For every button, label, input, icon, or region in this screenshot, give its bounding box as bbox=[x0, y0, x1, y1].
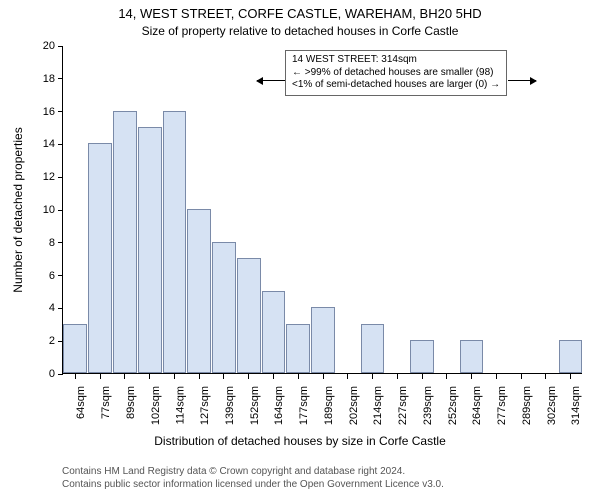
histogram-bar bbox=[460, 340, 484, 373]
annotation-line-1: 14 WEST STREET: 314sqm bbox=[292, 54, 500, 67]
xtick-label: 164sqm bbox=[273, 386, 285, 425]
xtick-label: 202sqm bbox=[348, 386, 360, 425]
ytick-label: 6 bbox=[49, 270, 63, 282]
xtick-label: 314sqm bbox=[571, 386, 583, 425]
histogram-bar bbox=[262, 291, 286, 373]
histogram-bar bbox=[63, 324, 87, 373]
xtick-mark bbox=[323, 374, 324, 379]
histogram-bar bbox=[410, 340, 434, 373]
xtick-mark bbox=[75, 374, 76, 379]
xtick-mark bbox=[422, 374, 423, 379]
xtick-label: 77sqm bbox=[100, 386, 112, 419]
xtick-label: 264sqm bbox=[472, 386, 484, 425]
xtick-label: 302sqm bbox=[546, 386, 558, 425]
xtick-label: 152sqm bbox=[249, 386, 261, 425]
xtick-label: 214sqm bbox=[373, 386, 385, 425]
xtick-mark bbox=[248, 374, 249, 379]
xtick-mark bbox=[545, 374, 546, 379]
xtick-mark bbox=[124, 374, 125, 379]
xtick-label: 277sqm bbox=[496, 386, 508, 425]
chart-container: 14, WEST STREET, CORFE CASTLE, WAREHAM, … bbox=[0, 0, 600, 500]
xtick-mark bbox=[446, 374, 447, 379]
histogram-bar bbox=[311, 307, 335, 373]
xtick-label: 189sqm bbox=[323, 386, 335, 425]
xtick-label: 114sqm bbox=[174, 386, 186, 424]
x-axis-label: Distribution of detached houses by size … bbox=[0, 434, 600, 448]
histogram-bar bbox=[212, 242, 236, 373]
xtick-mark bbox=[174, 374, 175, 379]
histogram-bar bbox=[88, 143, 112, 373]
ytick-label: 4 bbox=[49, 302, 63, 314]
xtick-mark bbox=[149, 374, 150, 379]
footer-line-1: Contains HM Land Registry data © Crown c… bbox=[62, 466, 444, 479]
xtick-label: 89sqm bbox=[125, 386, 137, 419]
histogram-bar bbox=[559, 340, 583, 373]
ytick-label: 0 bbox=[49, 368, 63, 380]
xtick-label: 227sqm bbox=[397, 386, 409, 425]
xtick-label: 177sqm bbox=[298, 386, 310, 425]
ytick-label: 10 bbox=[43, 204, 63, 216]
xtick-mark bbox=[298, 374, 299, 379]
annotation-arrow-right bbox=[508, 80, 536, 81]
xtick-mark bbox=[496, 374, 497, 379]
plot-area: 14 WEST STREET: 314sqm ← >99% of detache… bbox=[62, 46, 582, 374]
xtick-label: 64sqm bbox=[75, 386, 87, 419]
histogram-bar bbox=[163, 111, 187, 373]
ytick-label: 14 bbox=[43, 138, 63, 150]
histogram-bar bbox=[361, 324, 385, 373]
histogram-bar bbox=[237, 258, 261, 373]
histogram-bar bbox=[286, 324, 310, 373]
histogram-bar bbox=[138, 127, 162, 373]
xtick-label: 239sqm bbox=[422, 386, 434, 425]
footer-attribution: Contains HM Land Registry data © Crown c… bbox=[62, 466, 444, 491]
histogram-bar bbox=[187, 209, 211, 373]
ytick-label: 2 bbox=[49, 335, 63, 347]
footer-line-2: Contains public sector information licen… bbox=[62, 479, 444, 492]
xtick-mark bbox=[223, 374, 224, 379]
ytick-label: 18 bbox=[43, 73, 63, 85]
ytick-label: 8 bbox=[49, 237, 63, 249]
xtick-mark bbox=[372, 374, 373, 379]
ytick-label: 20 bbox=[43, 40, 63, 52]
xtick-mark bbox=[471, 374, 472, 379]
xtick-label: 289sqm bbox=[521, 386, 533, 425]
xtick-mark bbox=[397, 374, 398, 379]
xtick-mark bbox=[570, 374, 571, 379]
chart-title: Size of property relative to detached ho… bbox=[0, 24, 600, 38]
annotation-arrow-left bbox=[257, 80, 285, 81]
xtick-mark bbox=[100, 374, 101, 379]
annotation-line-2: ← >99% of detached houses are smaller (9… bbox=[292, 67, 500, 80]
histogram-bar bbox=[113, 111, 137, 373]
xtick-mark bbox=[521, 374, 522, 379]
ytick-label: 12 bbox=[43, 171, 63, 183]
annotation-box: 14 WEST STREET: 314sqm ← >99% of detache… bbox=[285, 50, 507, 96]
xtick-label: 139sqm bbox=[224, 386, 236, 425]
xtick-mark bbox=[347, 374, 348, 379]
annotation-line-3: <1% of semi-detached houses are larger (… bbox=[292, 79, 500, 92]
xtick-label: 252sqm bbox=[447, 386, 459, 425]
xtick-mark bbox=[273, 374, 274, 379]
chart-supertitle: 14, WEST STREET, CORFE CASTLE, WAREHAM, … bbox=[0, 6, 600, 21]
xtick-label: 102sqm bbox=[150, 386, 162, 425]
xtick-mark bbox=[199, 374, 200, 379]
ytick-label: 16 bbox=[43, 106, 63, 118]
xtick-label: 127sqm bbox=[199, 386, 211, 425]
y-axis-label: Number of detached properties bbox=[11, 127, 25, 292]
